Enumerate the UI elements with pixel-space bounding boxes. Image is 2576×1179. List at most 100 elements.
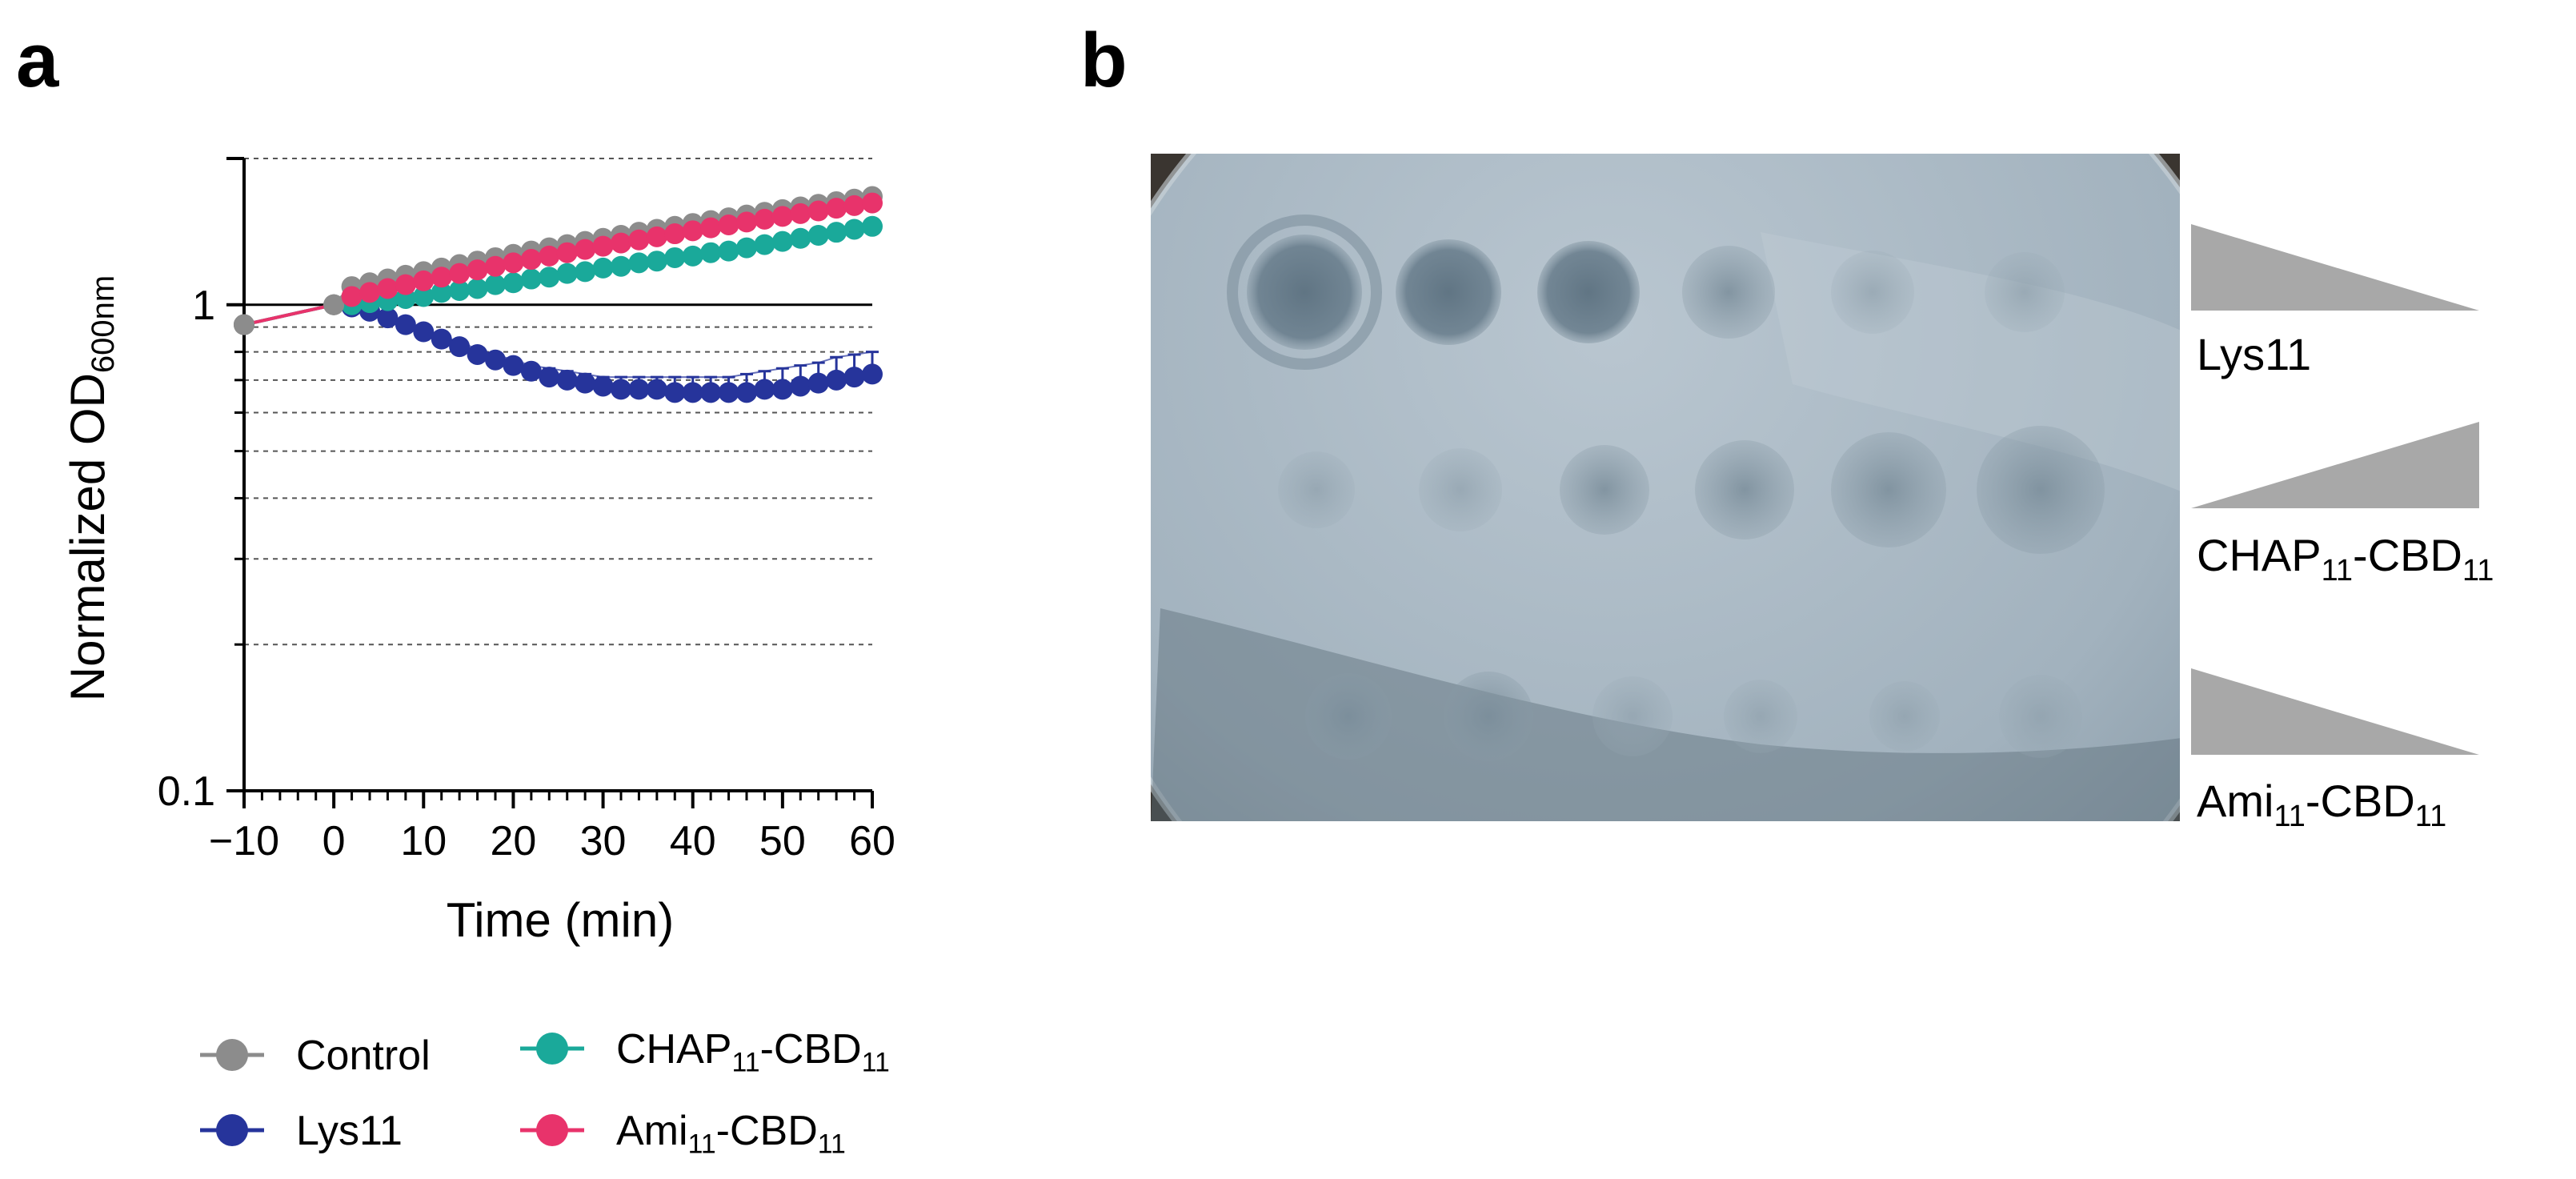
plate-spot: [1695, 440, 1794, 539]
data-point: [646, 379, 667, 400]
label-subscript: 11: [2322, 554, 2353, 587]
legend-marker: [536, 1033, 568, 1065]
plate-spot: [1537, 241, 1640, 343]
plate-agar: [1151, 154, 2180, 821]
label-subscript: 11: [2415, 800, 2446, 833]
data-point: [449, 279, 471, 301]
data-point: [646, 226, 667, 247]
data-point: [539, 245, 560, 267]
data-point: [503, 252, 524, 274]
plate-spot: [1724, 680, 1797, 753]
label-subscript: 11: [2274, 800, 2305, 833]
data-point: [700, 382, 722, 403]
data-point: [843, 219, 865, 240]
data-point: [664, 382, 686, 403]
data-point: [575, 261, 596, 283]
data-point: [592, 375, 614, 397]
x-tick-label: 30: [580, 818, 627, 864]
legend: Control CHAP11-CBD11 Lys11 Ami11-CBD11: [200, 1026, 890, 1159]
concentration-wedge: [2191, 668, 2479, 755]
data-point: [323, 294, 345, 315]
data-point: [556, 369, 578, 391]
data-point: [449, 263, 471, 284]
x-tick-label: 20: [491, 818, 537, 864]
x-tick-label: 50: [759, 818, 806, 864]
plate-spot: [1560, 445, 1649, 535]
concentration-wedge: [2191, 422, 2479, 508]
data-point: [485, 255, 506, 277]
label-subscript: 11: [2462, 554, 2494, 587]
data-point: [431, 328, 452, 350]
gridlines: [244, 158, 872, 646]
data-point: [807, 372, 829, 394]
y-axis-label: Normalized OD600nm: [61, 275, 121, 701]
data-point: [611, 255, 631, 277]
legend-marker: [216, 1039, 248, 1071]
data-point: [682, 245, 703, 267]
data-point: [807, 200, 829, 222]
legend-label: CHAP11-CBD11: [616, 1026, 890, 1077]
plate-spot: [1278, 451, 1355, 528]
y-tick-label: 1: [192, 283, 215, 329]
series-layer: [234, 186, 883, 403]
plate-spot: [1985, 252, 2065, 332]
label-text: -CBD: [2353, 530, 2462, 580]
data-point: [664, 247, 686, 268]
data-point: [682, 220, 703, 242]
data-point: [862, 363, 883, 385]
data-point: [736, 211, 757, 233]
x-tick-labels: −10 0 10 20 30 40 50 60: [209, 818, 895, 864]
label-subscript: 11: [688, 1129, 716, 1159]
data-point: [718, 214, 739, 235]
data-point: [807, 224, 829, 246]
plate-row-label: Lys11: [2197, 329, 2311, 379]
data-point: [431, 282, 452, 303]
series-4: [234, 192, 883, 335]
legend-marker: [216, 1114, 248, 1146]
plate-spot: [1977, 426, 2105, 554]
y-tick-label: 0.1: [158, 768, 215, 815]
data-point: [862, 192, 883, 214]
data-point: [790, 227, 811, 249]
data-point: [467, 278, 488, 299]
data-point: [467, 343, 488, 365]
label-text: Control: [296, 1033, 431, 1079]
legend-item: Control: [200, 1033, 431, 1079]
data-point: [520, 249, 542, 271]
legend-label: Ami11-CBD11: [616, 1108, 846, 1159]
data-point: [592, 235, 614, 257]
data-point: [485, 349, 506, 371]
plate-spot: [1682, 246, 1775, 339]
data-point: [449, 336, 471, 358]
data-point: [862, 215, 883, 237]
concentration-wedge: [2191, 224, 2479, 311]
growth-curve-chart: −10 0 10 20 30 40 50 60 10.1 Time (min) Normali…: [61, 157, 895, 947]
data-point: [628, 379, 650, 400]
label-subscript: 11: [731, 1047, 759, 1077]
plate-spot: [1999, 675, 2082, 758]
plate-spot: [1869, 681, 1940, 752]
legend-label: Lys11: [296, 1108, 403, 1154]
plate-spot: [1247, 235, 1362, 350]
label-text: Ami: [2197, 776, 2274, 826]
data-point: [575, 239, 596, 260]
plate-shadow: [1151, 608, 2180, 821]
data-point: [700, 242, 722, 263]
data-point: [539, 367, 560, 388]
data-point: [718, 240, 739, 262]
x-tick-label: 10: [400, 818, 447, 864]
legend-label: Control: [296, 1033, 431, 1079]
data-point: [628, 229, 650, 251]
data-point: [520, 268, 542, 290]
label-text: Lys11: [2197, 329, 2311, 379]
x-tick-label: 40: [670, 818, 716, 864]
panel-letter-b: b: [1080, 18, 1128, 103]
data-point: [539, 267, 560, 288]
plate-row-label: Ami11-CBD11: [2197, 776, 2446, 833]
data-point: [754, 379, 775, 400]
label-text: CHAP: [2197, 530, 2322, 580]
data-point: [413, 286, 435, 307]
legend-item: CHAP11-CBD11: [520, 1026, 890, 1077]
